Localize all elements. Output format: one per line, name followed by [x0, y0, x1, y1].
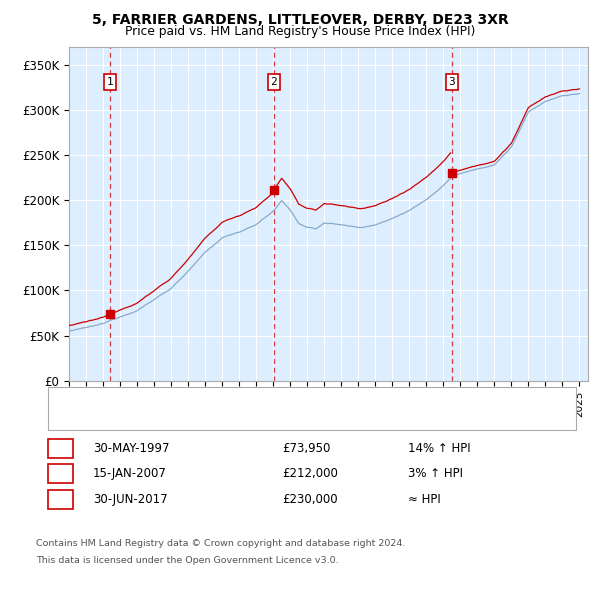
- Text: Price paid vs. HM Land Registry's House Price Index (HPI): Price paid vs. HM Land Registry's House …: [125, 25, 475, 38]
- Text: 5, FARRIER GARDENS, LITTLEOVER, DERBY, DE23 3XR (detached house): 5, FARRIER GARDENS, LITTLEOVER, DERBY, D…: [96, 394, 497, 404]
- Text: 30-JUN-2017: 30-JUN-2017: [93, 493, 167, 506]
- Text: 2: 2: [57, 467, 64, 480]
- Text: 3% ↑ HPI: 3% ↑ HPI: [408, 467, 463, 480]
- Text: 3: 3: [448, 77, 455, 87]
- Text: £230,000: £230,000: [282, 493, 338, 506]
- Text: £73,950: £73,950: [282, 442, 331, 455]
- Text: £212,000: £212,000: [282, 467, 338, 480]
- Text: 1: 1: [107, 77, 113, 87]
- Text: This data is licensed under the Open Government Licence v3.0.: This data is licensed under the Open Gov…: [36, 556, 338, 565]
- Text: 1: 1: [57, 442, 64, 455]
- Text: 30-MAY-1997: 30-MAY-1997: [93, 442, 170, 455]
- Text: ≈ HPI: ≈ HPI: [408, 493, 441, 506]
- Text: 2: 2: [271, 77, 277, 87]
- Text: HPI: Average price, detached house, City of Derby: HPI: Average price, detached house, City…: [96, 412, 376, 422]
- Text: 5, FARRIER GARDENS, LITTLEOVER, DERBY, DE23 3XR: 5, FARRIER GARDENS, LITTLEOVER, DERBY, D…: [92, 13, 508, 27]
- Text: Contains HM Land Registry data © Crown copyright and database right 2024.: Contains HM Land Registry data © Crown c…: [36, 539, 406, 548]
- Text: 3: 3: [57, 493, 64, 506]
- Text: 15-JAN-2007: 15-JAN-2007: [93, 467, 167, 480]
- Text: 14% ↑ HPI: 14% ↑ HPI: [408, 442, 470, 455]
